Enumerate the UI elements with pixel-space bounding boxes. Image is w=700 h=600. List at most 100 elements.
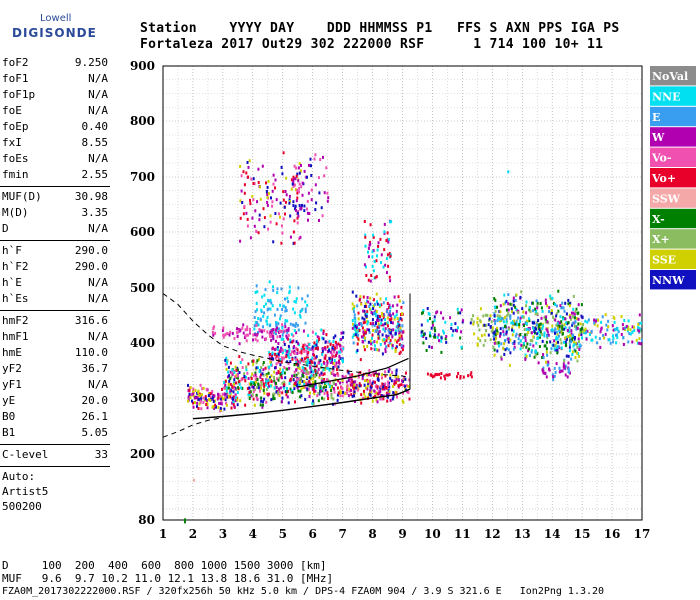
echo-point: [201, 387, 204, 391]
echo-point: [254, 310, 257, 313]
echo-point: [437, 333, 440, 337]
echo-point: [539, 326, 542, 330]
echo-point: [369, 279, 372, 283]
echo-point: [397, 338, 400, 342]
echo-point: [376, 325, 379, 329]
echo-point: [326, 345, 329, 349]
echo-point: [314, 380, 317, 384]
echo-point: [426, 372, 429, 376]
echo-point: [570, 357, 573, 361]
echo-point: [541, 309, 544, 313]
echo-point: [353, 390, 356, 394]
echo-point: [284, 309, 287, 313]
echo-point: [376, 385, 379, 389]
echo-point: [271, 304, 274, 308]
echo-point: [236, 334, 239, 338]
param-label: C-level: [2, 448, 49, 461]
echo-point: [281, 368, 284, 372]
echo-point: [229, 361, 232, 365]
echo-point: [556, 337, 559, 341]
echo-point: [324, 340, 327, 344]
echo-point: [373, 302, 376, 306]
echo-point: [388, 381, 390, 385]
echo-point: [264, 337, 267, 341]
echo-point: [251, 385, 254, 389]
echo-point: [282, 190, 285, 194]
echo-point: [287, 351, 290, 355]
echo-point: [385, 345, 388, 349]
echo-point: [281, 348, 284, 352]
echo-point: [408, 397, 411, 401]
y-tick-label: 80: [138, 513, 155, 527]
echo-point: [248, 391, 251, 394]
echo-point: [507, 170, 510, 174]
echo-point: [496, 319, 499, 322]
echo-point: [289, 340, 292, 344]
echo-point: [357, 372, 360, 376]
echo-point: [249, 330, 251, 334]
echo-point: [577, 352, 580, 355]
echo-point: [224, 333, 227, 337]
echo-point: [224, 362, 227, 366]
echo-point: [383, 339, 386, 343]
echo-point: [262, 314, 265, 318]
echo-point: [371, 250, 374, 254]
echo-point: [430, 374, 433, 378]
echo-point: [263, 384, 266, 388]
footer-file-row: FZA0M_2017302222000.RSF / 320fx256h 50 k…: [2, 586, 605, 597]
echo-point: [293, 352, 296, 355]
echo-point: [299, 395, 302, 399]
echo-point: [382, 301, 385, 305]
echo-point: [494, 322, 497, 326]
echo-point: [295, 340, 298, 344]
echo-point: [252, 381, 255, 385]
echo-point: [277, 356, 280, 359]
echo-point: [382, 323, 385, 327]
echo-point: [307, 218, 309, 222]
echo-point: [331, 371, 334, 375]
echo-point: [555, 314, 558, 318]
echo-point: [294, 375, 297, 378]
echo-point: [564, 336, 567, 340]
echo-point: [374, 347, 377, 351]
y-tick-label: 800: [130, 114, 155, 128]
echo-point: [302, 343, 305, 347]
echo-point: [470, 317, 473, 321]
legend-swatch-ssw: [650, 188, 696, 208]
x-tick-label: 2: [189, 527, 197, 541]
echo-point: [219, 397, 222, 401]
echo-point: [254, 290, 257, 294]
echo-point: [206, 403, 209, 407]
echo-point: [499, 334, 501, 338]
echo-point: [342, 390, 344, 394]
echo-point: [321, 352, 324, 356]
echo-point: [371, 399, 374, 403]
echo-point: [379, 303, 381, 307]
echo-point: [379, 297, 382, 301]
param-value: N/A: [88, 276, 108, 289]
echo-point: [297, 360, 300, 364]
echo-point: [391, 335, 394, 339]
echo-point: [367, 300, 370, 304]
echo-point: [375, 275, 378, 279]
echo-point: [535, 299, 538, 303]
echo-point: [291, 182, 294, 186]
param-row: h`F 290.0: [0, 244, 110, 260]
echo-point: [276, 307, 279, 311]
echo-point: [279, 201, 282, 205]
echo-point: [379, 343, 382, 346]
echo-point: [576, 345, 579, 349]
echo-point: [318, 336, 321, 339]
echo-point: [395, 325, 398, 329]
echo-point: [622, 336, 625, 340]
echo-point: [496, 305, 499, 309]
echo-point: [285, 334, 288, 338]
echo-point: [389, 331, 392, 335]
echo-point: [288, 194, 291, 198]
echo-point: [442, 316, 445, 320]
echo-point: [373, 340, 376, 344]
echo-point: [239, 164, 242, 168]
echo-point: [238, 371, 241, 374]
echo-point: [273, 392, 276, 396]
echo-point: [494, 309, 497, 313]
